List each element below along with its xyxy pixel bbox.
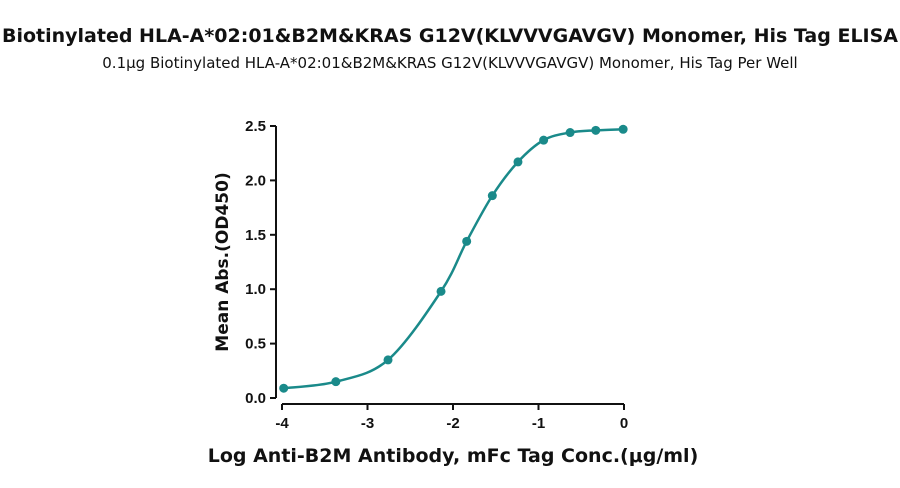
data-point [591,125,601,135]
data-point [436,286,446,296]
y-tick-label: 2.0 [245,172,266,189]
y-tick-label: 0.5 [245,336,266,353]
x-tick-label: 0 [620,415,628,432]
data-point [462,236,472,246]
data-point [513,157,523,167]
x-axis-label: Log Anti-B2M Antibody, mFc Tag Conc.(μg/… [208,445,699,467]
data-point [487,191,497,201]
y-tick-label: 0.0 [245,390,266,407]
x-tick-label: -4 [275,415,289,432]
chart-title: Biotinylated HLA-A*02:01&B2M&KRAS G12V(K… [2,25,898,47]
y-axis-label: Mean Abs.(OD450) [213,172,233,351]
y-tick-label: 1.0 [245,281,266,298]
data-point [618,124,628,134]
data-point [383,355,393,365]
x-tick-label: -3 [361,415,374,432]
chart-subtitle: 0.1μg Biotinylated HLA-A*02:01&B2M&KRAS … [102,54,797,72]
y-tick-label: 1.5 [245,227,266,244]
fit-curve [283,128,624,390]
data-point [331,377,341,387]
data-point [539,135,549,145]
y-tick-label: 2.5 [245,118,266,135]
data-point [279,383,289,393]
x-tick-label: -2 [446,415,459,432]
data-point [565,128,575,138]
x-tick-label: -1 [532,415,545,432]
